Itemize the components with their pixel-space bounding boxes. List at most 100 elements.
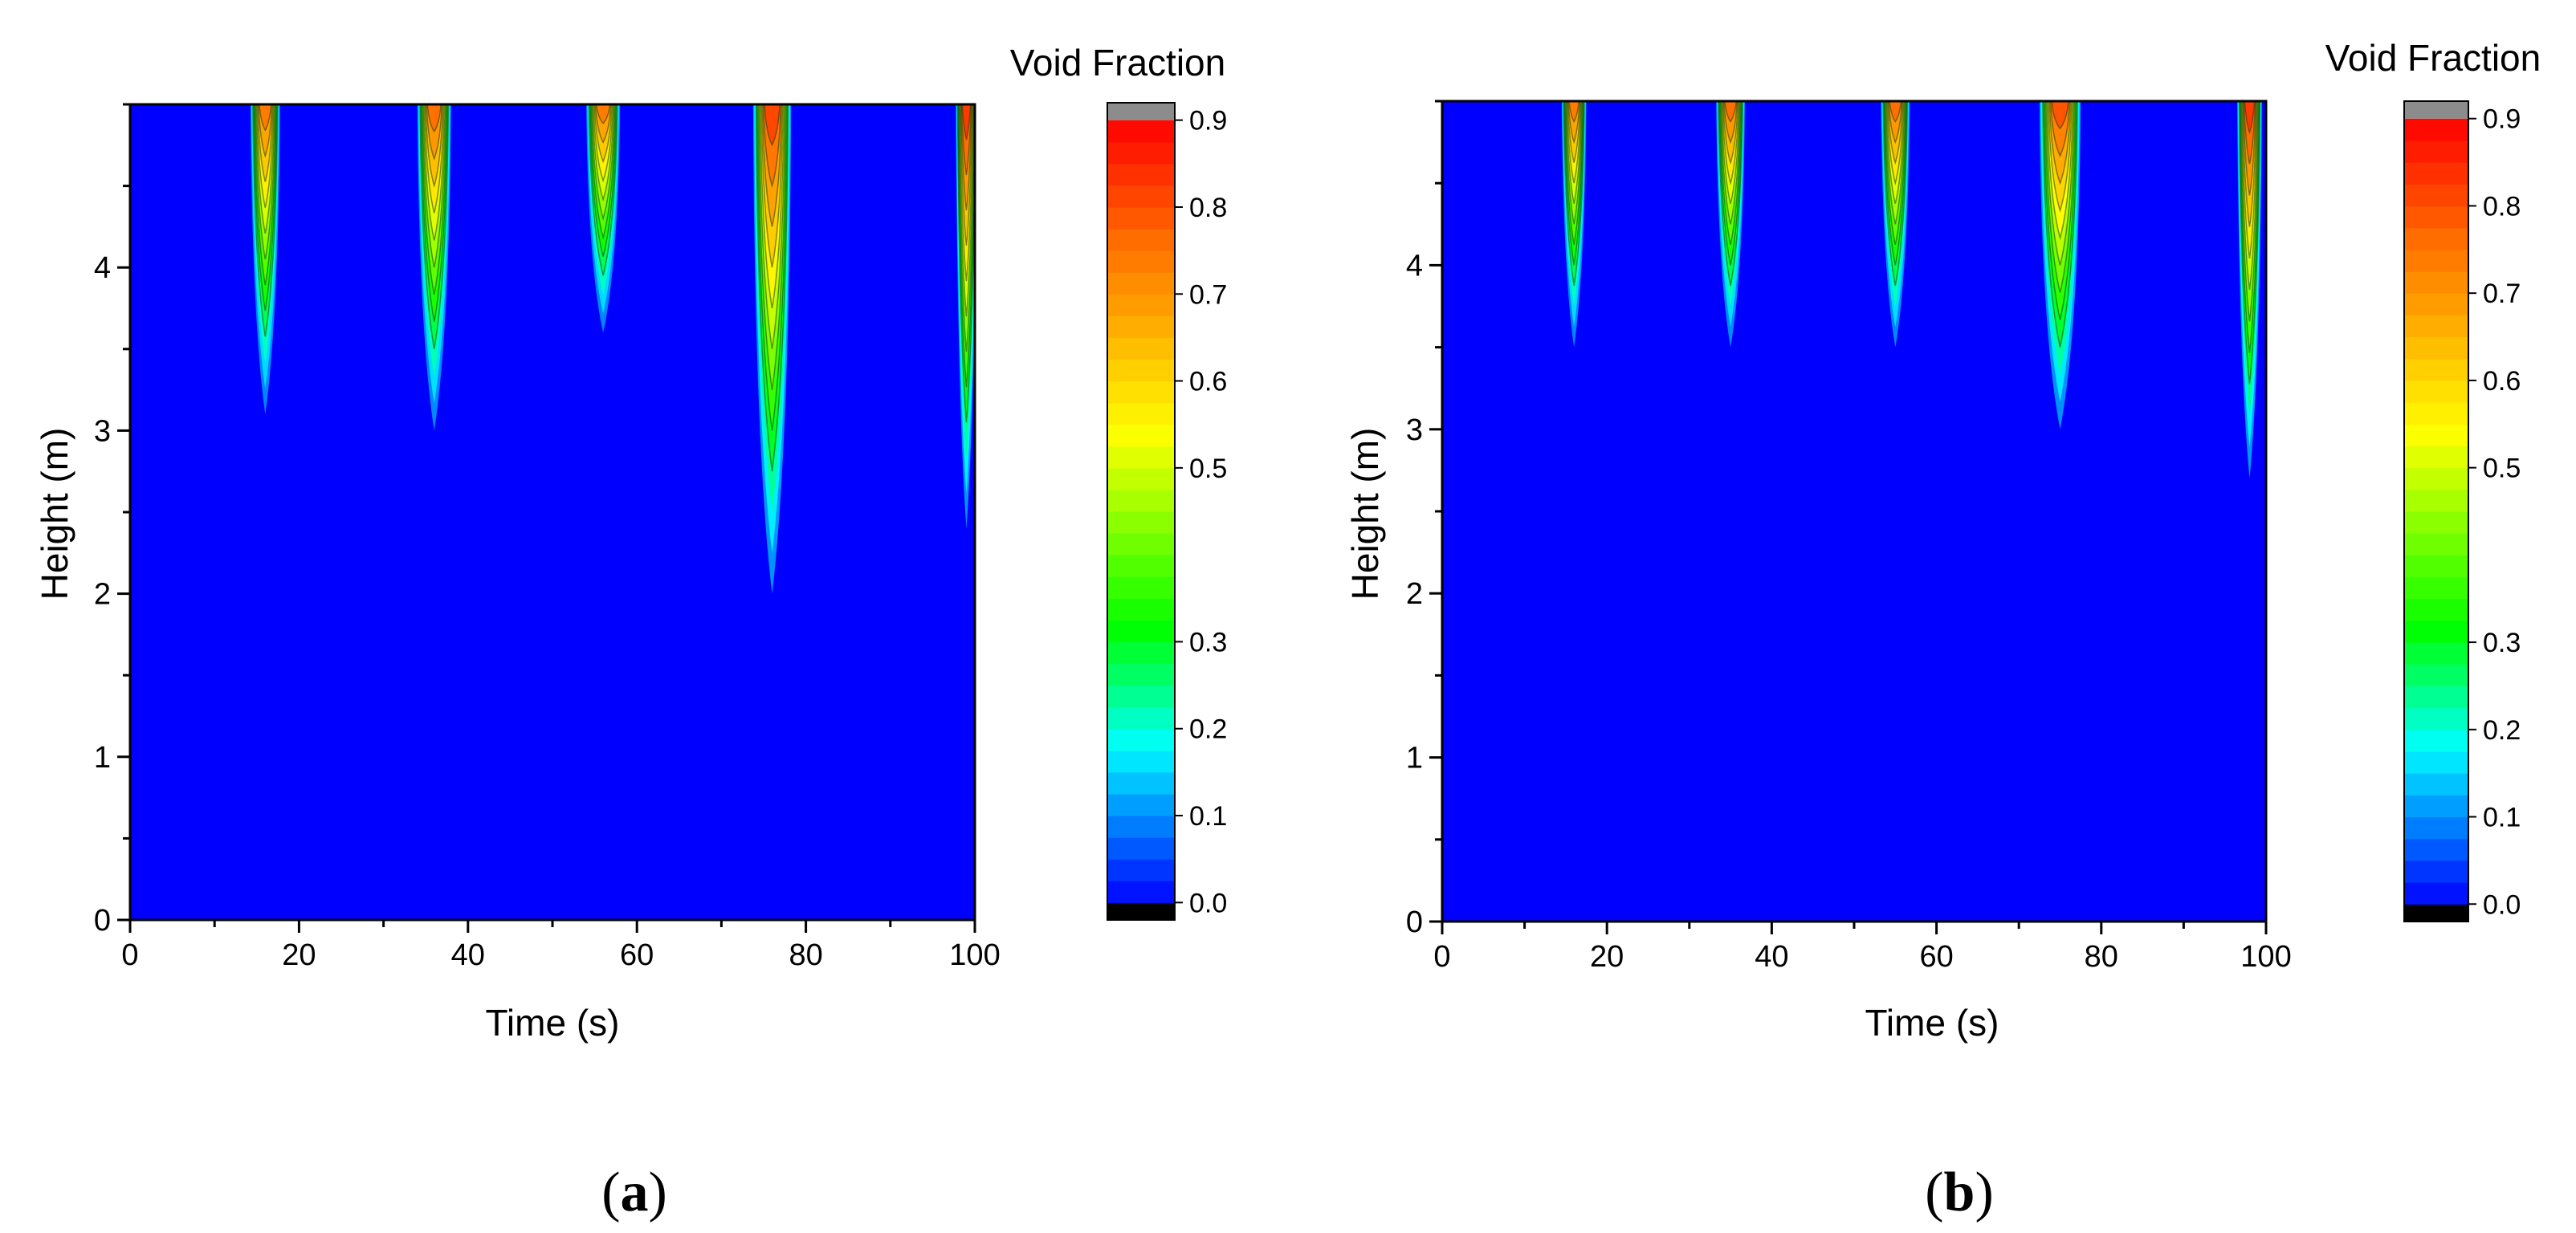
panel-b: 0 20 40 60 80 100 0 1 2 3 4 Time (s) Height (m) 0…: [1344, 37, 2541, 1223]
colorbar-underflow: [1107, 902, 1175, 920]
x-tick-label: 40: [1755, 940, 1788, 974]
panel-label-b: (b): [1925, 1162, 1994, 1223]
colorbar-band: [1107, 620, 1175, 643]
colorbar-band: [1107, 467, 1175, 490]
panel-a: 0 20 40 60 80 100 0 1 2 3 4 Time (s) Height (m) 0…: [34, 42, 1227, 1223]
colorbar-tick-label: 0.2: [2483, 715, 2521, 746]
colorbar-band: [1107, 663, 1175, 686]
void-plume: [2039, 101, 2081, 429]
colorbar-b: 0.0 0.1 0.2 0.3 0.5 0.6 0.7 0.8 0.9: [2403, 100, 2521, 922]
colorbar-band: [2404, 620, 2468, 643]
colorbar-tick-label: 0.3: [1189, 627, 1227, 657]
y-tick-label: 3: [1406, 413, 1423, 447]
x-tick-label: 80: [789, 938, 822, 972]
y-tick-label: 1: [1406, 742, 1423, 775]
colorbar-frame: [1107, 102, 1176, 921]
x-tick-label: 80: [2085, 940, 2118, 974]
colorbar-band: [2404, 315, 2468, 338]
colorbar-band: [1107, 750, 1175, 773]
colorbar-band: [1107, 511, 1175, 534]
colorbar-title-a: Void Fraction: [1010, 42, 1225, 83]
y-tick-label: 4: [1406, 249, 1423, 283]
colorbar-band: [2404, 227, 2468, 250]
colorbar-band: [2404, 380, 2468, 403]
colorbar-band: [1107, 576, 1175, 599]
y-tick-label: 3: [94, 414, 111, 448]
colorbar-tick-label: 0.0: [1189, 888, 1227, 918]
colorbar-band: [1107, 250, 1175, 273]
void-plume: [250, 104, 280, 415]
y-tick-label: 0: [1406, 905, 1423, 939]
colorbar-band: [2404, 576, 2468, 600]
void-plume: [586, 104, 621, 333]
colorbar-band: [1107, 706, 1175, 730]
colorbar-band: [1107, 206, 1175, 230]
colorbar-band: [2404, 467, 2468, 490]
x-axis-title-b: Time (s): [1865, 1002, 1999, 1044]
colorbar-tick-label: 0.9: [1189, 106, 1227, 136]
plot-area-a: [128, 103, 976, 922]
y-axis-a: 0 1 2 3 4: [94, 103, 130, 938]
colorbar-band: [1107, 685, 1175, 708]
colorbar-tick-label: 0.8: [1189, 193, 1227, 223]
y-tick-label: 2: [1406, 577, 1423, 611]
colorbar-band: [1107, 881, 1175, 903]
colorbar-band: [1107, 489, 1175, 512]
void-plume: [417, 104, 451, 431]
colorbar-band: [2404, 664, 2468, 687]
colorbar-band: [2404, 489, 2468, 512]
colorbar-band: [1107, 859, 1175, 881]
panel-label-a: (a): [601, 1162, 667, 1223]
colorbar-band: [1107, 402, 1175, 425]
colorbar-band: [1107, 641, 1175, 665]
colorbar-tick-label: 0.5: [1189, 454, 1227, 484]
colorbar-band: [1107, 598, 1175, 621]
colorbar-band: [1107, 337, 1175, 360]
colorbar-band: [2404, 860, 2468, 883]
colorbar-band: [1107, 728, 1175, 751]
colorbar-tick-label: 0.7: [1189, 279, 1227, 310]
colorbar-band: [1107, 446, 1175, 469]
colorbar-band: [2404, 271, 2468, 294]
colorbar-band: [1107, 185, 1175, 208]
x-axis-b: 0 20 40 60 80 100: [1433, 922, 2292, 974]
colorbar-band: [2404, 707, 2468, 730]
colorbar-band: [1107, 816, 1175, 838]
x-tick-label: 20: [282, 938, 316, 972]
colorbar-overflow: [2404, 101, 2468, 119]
x-tick-label: 100: [949, 938, 1000, 972]
x-tick-label: 0: [121, 938, 138, 972]
colorbar-band: [2404, 751, 2468, 774]
y-axis-title-a: Height (m): [34, 428, 75, 600]
colorbar-tick-label: 0.9: [2483, 104, 2521, 135]
colorbar-band: [1107, 555, 1175, 577]
colorbar-band: [2404, 533, 2468, 555]
colorbar-band: [2404, 795, 2468, 818]
colorbar-band: [2404, 184, 2468, 207]
void-plume: [956, 104, 975, 529]
x-tick-label: 0: [1433, 940, 1450, 974]
void-plume: [1561, 101, 1587, 348]
colorbar-band: [2404, 555, 2468, 578]
colorbar-tick-label: 0.7: [2483, 279, 2521, 309]
colorbar-band: [2404, 162, 2468, 185]
colorbar-band: [1107, 120, 1175, 143]
colorbar-band: [2404, 686, 2468, 709]
x-axis-title-a: Time (s): [486, 1002, 620, 1044]
colorbar-tick-label: 0.1: [2483, 803, 2521, 833]
colorbar-band: [2404, 446, 2468, 469]
x-axis-a: 0 20 40 60 80 100: [121, 920, 1001, 972]
y-tick-label: 0: [94, 904, 111, 938]
plot-area-b: [1441, 100, 2268, 923]
colorbar-tick-label: 0.6: [1189, 367, 1227, 397]
colorbar-tick-label: 0.0: [2483, 889, 2521, 920]
y-axis-title-b: Height (m): [1344, 428, 1386, 600]
colorbar-band: [1107, 771, 1175, 795]
y-tick-label: 1: [94, 741, 111, 775]
colorbar-band: [2404, 293, 2468, 315]
colorbar-band: [2404, 838, 2468, 861]
colorbar-band: [2404, 249, 2468, 272]
colorbar-band: [1107, 380, 1175, 404]
colorbar-band: [1107, 163, 1175, 186]
